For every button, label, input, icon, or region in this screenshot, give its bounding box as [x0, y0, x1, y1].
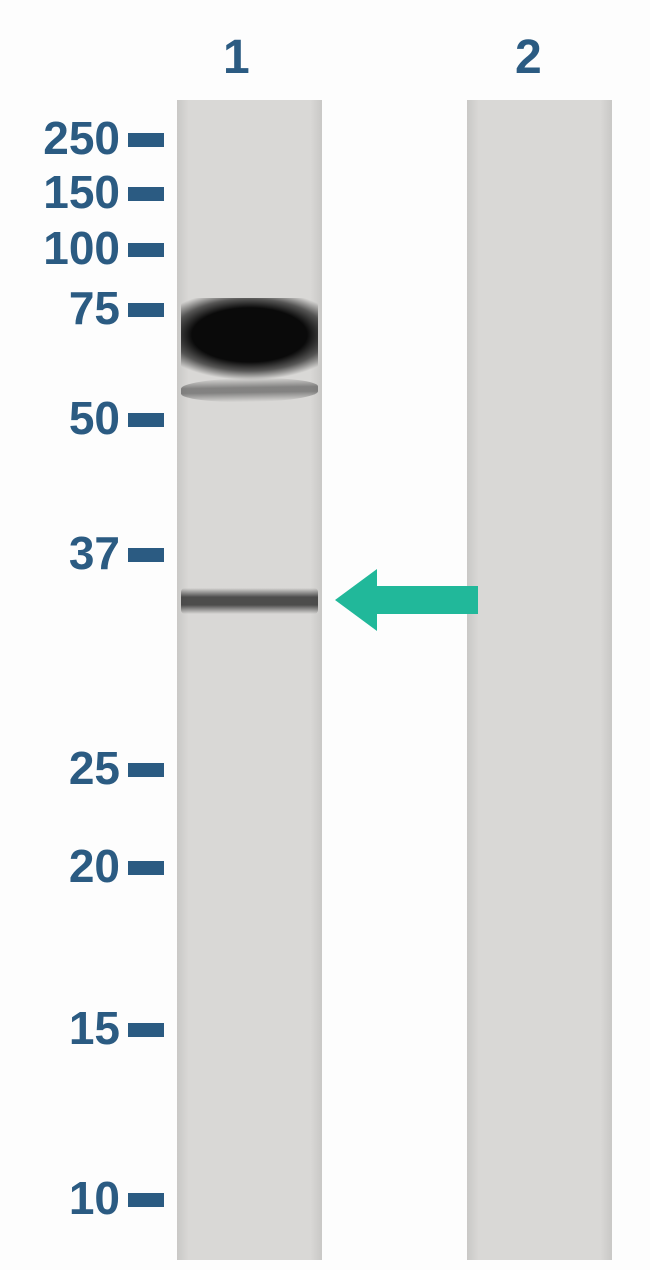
- lane-label-2: 2: [515, 30, 542, 85]
- band: [181, 588, 318, 614]
- mw-tick: [128, 243, 164, 257]
- band: [181, 377, 318, 403]
- target-band-arrow: [331, 565, 486, 640]
- mw-label: 50: [69, 391, 120, 445]
- mw-label: 15: [69, 1001, 120, 1055]
- lane-2: [467, 100, 612, 1260]
- mw-label: 20: [69, 839, 120, 893]
- mw-tick: [128, 303, 164, 317]
- lane-label-1: 1: [223, 30, 250, 85]
- mw-label: 75: [69, 281, 120, 335]
- mw-label: 25: [69, 741, 120, 795]
- mw-tick: [128, 1023, 164, 1037]
- lane-1: [177, 100, 322, 1260]
- mw-tick: [128, 1193, 164, 1207]
- mw-tick: [128, 413, 164, 427]
- band: [181, 298, 318, 380]
- mw-tick: [128, 133, 164, 147]
- mw-tick: [128, 548, 164, 562]
- mw-label: 37: [69, 526, 120, 580]
- mw-tick: [128, 187, 164, 201]
- western-blot-figure: 1 2 250150100 75 50 37 25 20 15 10: [0, 0, 650, 1270]
- mw-label: 10: [69, 1171, 120, 1225]
- mw-label: 150: [43, 165, 120, 219]
- mw-label: 100: [43, 221, 120, 275]
- mw-label: 250: [43, 111, 120, 165]
- mw-tick: [128, 763, 164, 777]
- mw-tick: [128, 861, 164, 875]
